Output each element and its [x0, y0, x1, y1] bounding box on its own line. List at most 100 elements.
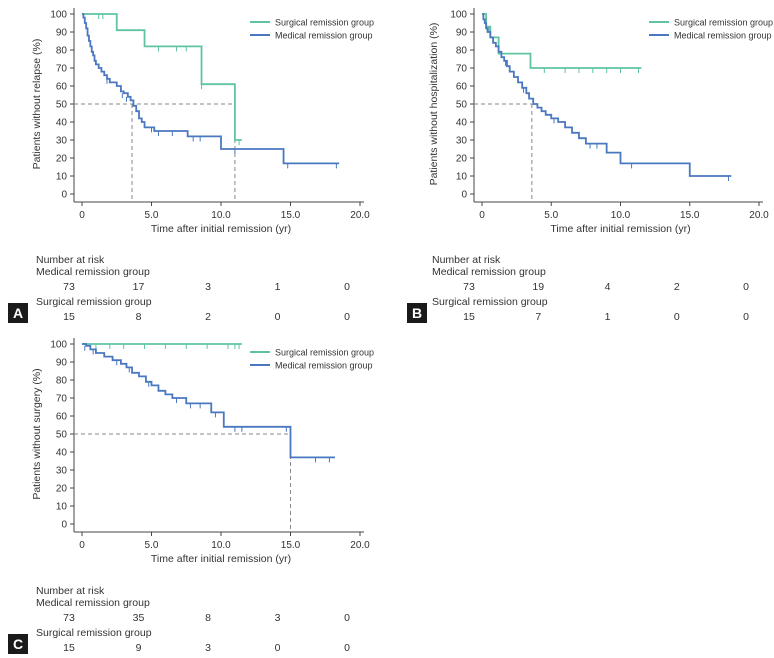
y-tick-label: 20 — [456, 154, 468, 165]
x-tick-label: 15.0 — [281, 210, 301, 221]
y-tick-label: 30 — [456, 136, 468, 147]
y-tick-label: 70 — [456, 64, 468, 75]
y-tick-label: 60 — [456, 82, 468, 93]
y-tick-label: 80 — [56, 46, 68, 57]
y-tick-label: 50 — [56, 430, 68, 441]
risk-count: 0 — [274, 311, 281, 323]
y-tick-label: 20 — [56, 484, 68, 495]
x-tick-label: 15.0 — [281, 540, 301, 551]
y-tick-label: 90 — [56, 28, 68, 39]
x-tick-label: 5.0 — [145, 210, 159, 221]
survival-curve-medical — [82, 343, 335, 459]
y-tick-label: 20 — [56, 154, 68, 165]
risk-count: 0 — [274, 642, 281, 654]
risk-count: 73 — [63, 612, 75, 624]
risk-table-surgery: Number at risk Medical remission group 73 3… — [0, 585, 385, 655]
risk-count: 19 — [532, 281, 545, 293]
risk-count: 2 — [205, 311, 211, 323]
y-tick-label: 100 — [450, 10, 467, 21]
x-tick-label: 0 — [479, 210, 485, 221]
x-tick-label: 0 — [79, 210, 85, 221]
x-tick-label: 0 — [79, 540, 85, 551]
y-tick-label: 70 — [56, 64, 68, 75]
y-tick-label: 70 — [56, 394, 68, 405]
survival-curve-surgical — [82, 13, 242, 141]
chart-hospitalization: 0 10 20 30 40 50 60 70 80 90 100 0 5.0 10.0 15.0 20.0 Ti… — [428, 8, 773, 235]
y-axis-label: Patients without hospitalization (%) — [428, 23, 440, 186]
risk-count: 15 — [463, 311, 475, 323]
risk-count: 3 — [205, 281, 211, 293]
risk-count: 17 — [132, 281, 145, 293]
risk-count: 15 — [63, 311, 75, 323]
risk-count: 7 — [535, 311, 542, 323]
y-tick-label: 80 — [56, 376, 68, 387]
legend-label-medical: Medical remission group — [275, 361, 373, 371]
risk-count: 15 — [63, 642, 75, 654]
risk-table-hospitalization: Number at risk Medical remission group 73 1… — [397, 254, 774, 324]
legend-label-surgical: Surgical remission group — [275, 18, 374, 28]
risk-count: 73 — [463, 281, 475, 293]
y-tick-label: 10 — [56, 502, 68, 513]
risk-table-relapse: Number at risk Medical remission group 73 1… — [0, 254, 385, 324]
x-tick-label: 10.0 — [611, 210, 631, 221]
chart-surgery: 0 10 20 30 40 50 60 70 80 90 100 0 5.0 10.0 15.0 20.0 Ti… — [31, 338, 374, 565]
risk-count: 0 — [743, 281, 749, 293]
risk-table-title: Number at risk — [432, 254, 501, 266]
legend-label-medical: Medical remission group — [674, 31, 772, 41]
risk-count: 0 — [673, 311, 680, 323]
y-tick-label: 10 — [456, 172, 468, 183]
legend-label-surgical: Surgical remission group — [275, 348, 374, 358]
panel-label: B — [407, 303, 427, 323]
y-tick-label: 100 — [50, 10, 67, 21]
survival-curve-surgical — [482, 13, 642, 69]
risk-count: 73 — [63, 281, 75, 293]
panel-label: C — [8, 634, 28, 654]
risk-count: 3 — [205, 642, 211, 654]
risk-count: 9 — [135, 642, 142, 654]
risk-count: 3 — [274, 612, 281, 624]
x-tick-label: 5.0 — [544, 210, 558, 221]
y-axis-label: Patients without surgery (%) — [31, 368, 43, 499]
x-tick-label: 5.0 — [145, 540, 159, 551]
y-axis-label: Patients without relapse (%) — [31, 39, 43, 170]
y-tick-label: 0 — [461, 190, 467, 201]
y-tick-label: 50 — [56, 100, 68, 111]
risk-table-title: Number at risk — [36, 585, 105, 597]
risk-count: 2 — [673, 281, 680, 293]
survival-curve-medical — [82, 13, 340, 165]
x-tick-label: 10.0 — [211, 210, 231, 221]
y-tick-label: 50 — [456, 100, 468, 111]
risk-count: 8 — [205, 612, 211, 624]
y-tick-label: 80 — [456, 46, 468, 57]
y-tick-label: 90 — [456, 28, 468, 39]
risk-row-label: Surgical remission group — [36, 296, 152, 308]
risk-count: 0 — [344, 281, 350, 293]
risk-count: 0 — [344, 642, 350, 654]
risk-row-label: Medical remission group — [432, 266, 546, 278]
x-tick-label: 20.0 — [749, 210, 769, 221]
y-tick-label: 60 — [56, 412, 68, 423]
legend-label-medical: Medical remission group — [275, 31, 373, 41]
x-tick-label: 20.0 — [350, 540, 370, 551]
risk-row-label: Surgical remission group — [432, 296, 548, 308]
y-tick-label: 10 — [56, 172, 68, 183]
y-tick-label: 0 — [61, 520, 67, 531]
risk-count: 35 — [132, 612, 145, 624]
risk-count: 0 — [344, 612, 350, 624]
survival-curve-medical — [482, 13, 732, 177]
risk-count: 1 — [274, 281, 281, 293]
risk-count: 4 — [604, 281, 611, 293]
y-tick-label: 40 — [456, 118, 468, 129]
risk-row-label: Medical remission group — [36, 266, 150, 278]
risk-row-label: Medical remission group — [36, 597, 150, 609]
y-tick-label: 30 — [56, 136, 68, 147]
risk-count: 0 — [344, 311, 350, 323]
y-tick-label: 90 — [56, 358, 68, 369]
risk-row-label: Surgical remission group — [36, 627, 152, 639]
x-tick-label: 10.0 — [211, 540, 231, 551]
x-axis-label: Time after initial remission (yr) — [151, 223, 291, 235]
legend-label-surgical: Surgical remission group — [674, 18, 773, 28]
y-tick-label: 40 — [56, 118, 68, 129]
x-tick-label: 20.0 — [350, 210, 370, 221]
x-axis-label: Time after initial remission (yr) — [550, 223, 690, 235]
